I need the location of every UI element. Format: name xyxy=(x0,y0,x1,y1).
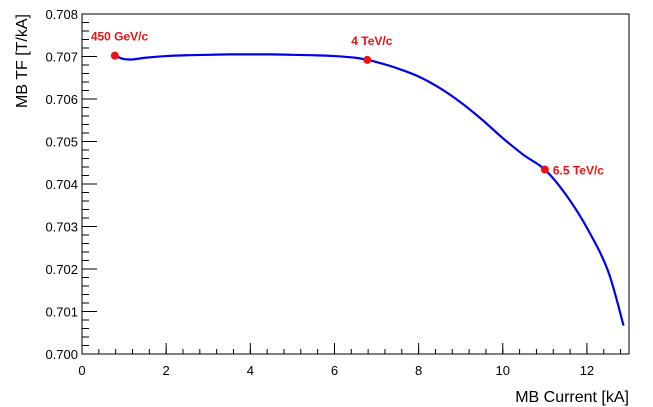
y-axis: 0.700 0.701 0.702 0.703 0.704 0.705 0.706 0.707… xyxy=(45,7,97,362)
y-tick-label: 0.705 xyxy=(45,135,78,150)
x-tick-label: 4 xyxy=(247,363,254,378)
y-tick-label: 0.706 xyxy=(45,92,78,107)
operating-point-marker xyxy=(363,55,372,64)
y-tick-label: 0.707 xyxy=(45,50,78,65)
x-axis-title: MB Current [kA] xyxy=(515,389,629,406)
y-tick-label: 0.702 xyxy=(45,262,78,277)
operating-point-label: 450 GeV/c xyxy=(91,30,149,44)
x-tick-label: 12 xyxy=(580,363,594,378)
y-tick-label: 0.700 xyxy=(45,347,78,362)
operating-point-label: 6.5 TeV/c xyxy=(553,164,604,178)
x-tick-label: 10 xyxy=(496,363,510,378)
y-tick-label: 0.704 xyxy=(45,177,78,192)
x-tick-label: 0 xyxy=(78,363,85,378)
series-line xyxy=(114,53,625,326)
y-tick-label: 0.703 xyxy=(45,220,78,235)
x-tick-label: 2 xyxy=(163,363,170,378)
y-axis-title: MB TF [T/kA] xyxy=(14,14,31,108)
x-axis: 0 2 4 6 8 10 12 xyxy=(78,343,622,378)
operating-point-marker xyxy=(540,165,549,174)
plot-frame xyxy=(81,13,630,355)
operating-point-marker xyxy=(110,51,119,60)
x-tick-label: 8 xyxy=(415,363,422,378)
y-tick-label: 0.708 xyxy=(45,7,78,22)
y-tick-label: 0.701 xyxy=(45,305,78,320)
operating-point-label: 4 TeV/c xyxy=(351,34,392,48)
annotation-markers: 450 GeV/c 4 TeV/c 6.5 TeV/c xyxy=(91,30,604,178)
x-tick-label: 6 xyxy=(331,363,338,378)
